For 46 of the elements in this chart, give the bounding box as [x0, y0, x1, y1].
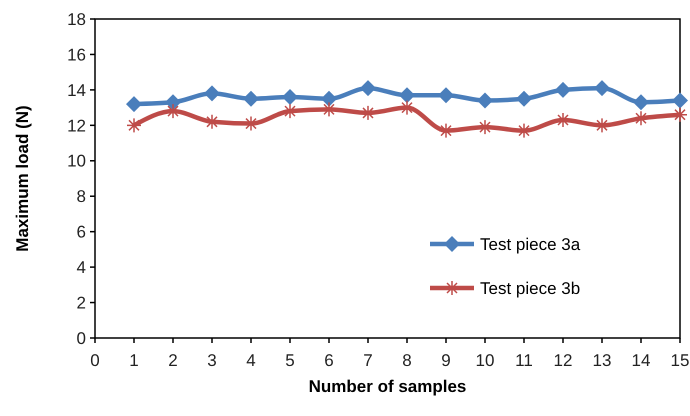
legend-label: Test piece 3b	[480, 278, 580, 298]
point	[243, 90, 259, 107]
x-tick-label: 1	[129, 351, 139, 370]
y-tick-label: 12	[67, 116, 86, 136]
x-tick-label: 4	[246, 351, 256, 370]
y-tick-label: 0	[76, 328, 86, 348]
x-tick-label: 8	[402, 351, 412, 370]
x-tick-label: 6	[324, 351, 334, 370]
y-tick-label: 6	[76, 222, 86, 242]
point	[399, 87, 415, 104]
point	[477, 92, 493, 109]
x-tick-label: 10	[476, 351, 494, 370]
x-tick-label: 15	[670, 351, 690, 370]
point	[126, 118, 142, 134]
x-tick-label: 9	[441, 351, 451, 370]
legend-label: Test piece 3a	[480, 234, 581, 254]
point	[204, 85, 220, 102]
point	[165, 94, 181, 110]
point	[633, 94, 649, 110]
x-tick-label: 2	[168, 351, 178, 370]
point	[594, 80, 610, 96]
y-tick-label: 14	[67, 80, 86, 100]
point	[282, 88, 298, 105]
point	[672, 92, 688, 109]
point	[555, 82, 571, 98]
x-tick-label: 11	[515, 351, 533, 370]
y-tick-label: 10	[67, 152, 86, 171]
y-tick-label: 2	[76, 294, 86, 313]
y-axis-title: Maximum load (N)	[13, 105, 32, 252]
x-tick-label: 3	[207, 351, 217, 370]
x-tick-label: 12	[554, 351, 572, 370]
x-tick-label: 7	[363, 351, 373, 370]
point	[321, 90, 337, 107]
point	[360, 80, 376, 96]
y-tick-label: 16	[67, 45, 86, 64]
point	[126, 96, 142, 112]
point	[438, 87, 454, 104]
y-tick-label: 4	[76, 258, 86, 278]
x-tick-label: 0	[90, 351, 100, 370]
y-tick-label: 8	[76, 187, 86, 206]
y-tick-label: 18	[67, 10, 86, 29]
x-axis-title: Number of samples	[308, 377, 466, 396]
x-tick-label: 5	[285, 351, 295, 370]
point	[516, 90, 532, 107]
x-tick-label: 14	[632, 351, 650, 370]
x-tick-label: 13	[592, 351, 612, 370]
